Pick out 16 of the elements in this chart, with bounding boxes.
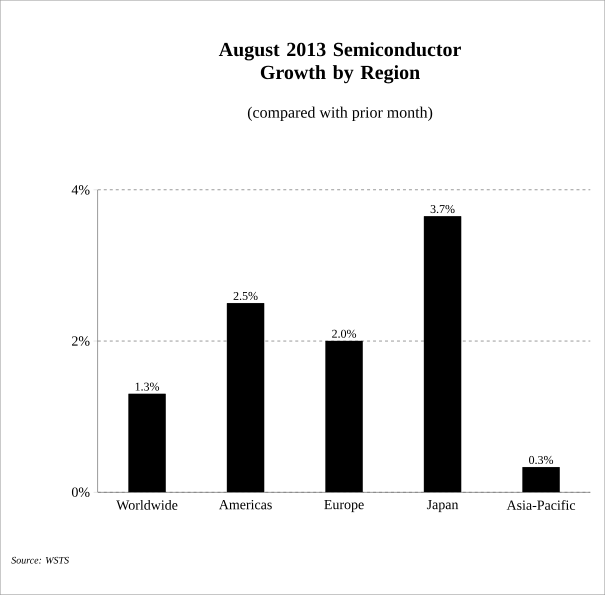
- data-label: 0.3%: [529, 456, 554, 464]
- data-label: 1.3%: [136, 382, 160, 391]
- x-tick-label: Asia-Pacific: [506, 500, 576, 510]
- x-tick-label: Worldwide: [116, 500, 178, 510]
- text: Source: WSTS: [11, 556, 69, 564]
- y-tick-label: 2%: [72, 336, 90, 346]
- y-tick-label: 4%: [72, 185, 90, 195]
- chart-subtitle: (compared with prior month): [248, 106, 432, 122]
- data-label: 2.5%: [234, 292, 258, 300]
- chart-title: August 2013 Semiconductor Growth by Region: [218, 42, 461, 84]
- x-tick-label: Americas: [218, 500, 272, 510]
- x-tick-label: Japan: [426, 500, 458, 512]
- data-label: 2.0%: [332, 330, 356, 338]
- data-label: 3.7%: [430, 204, 455, 214]
- x-tick-label: Europe: [324, 500, 364, 512]
- y-tick-label: 0%: [72, 487, 90, 497]
